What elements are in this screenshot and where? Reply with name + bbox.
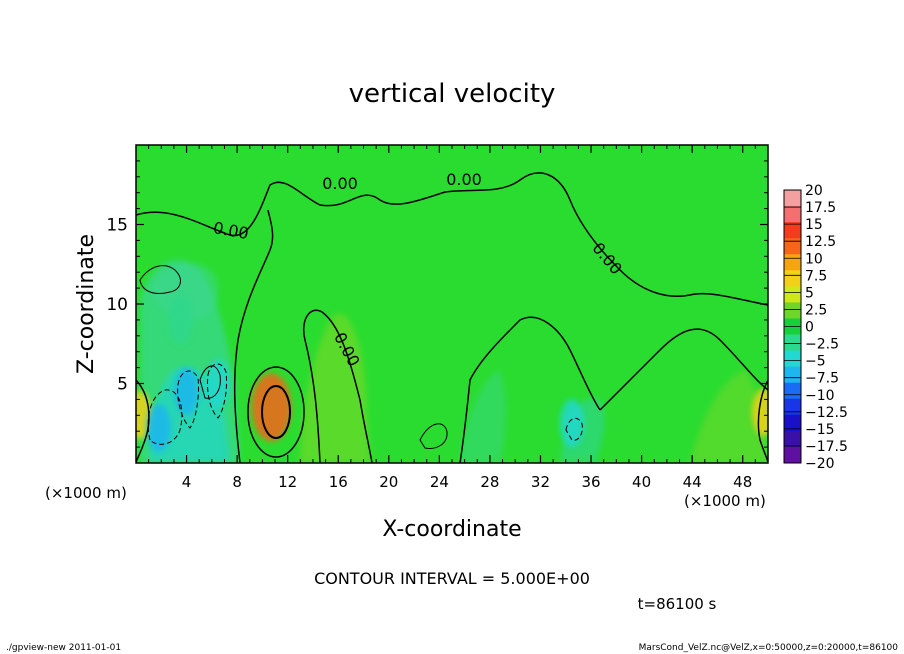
y-axis: 5 10 15 — [106, 160, 768, 448]
x-tick-label: 8 — [232, 473, 242, 491]
footer-left: ./gpview-new 2011-01-01 — [6, 643, 121, 653]
colorbar-label: −17.5 — [805, 439, 848, 455]
colorbar-swatch — [784, 302, 801, 319]
colorbar-swatch — [784, 414, 801, 432]
x-tick-label: 12 — [278, 473, 297, 491]
field-feature — [206, 359, 231, 408]
field-background — [136, 145, 768, 463]
y-axis-label: Z-coordinate — [74, 234, 99, 374]
x-tick-label: 44 — [683, 473, 702, 491]
x-tick-label: 48 — [733, 473, 752, 491]
colorbar-swatch — [784, 222, 801, 239]
y-tick-label: 5 — [117, 375, 128, 395]
colorbar-label: −12.5 — [805, 405, 848, 421]
colorbar-swatch — [784, 430, 801, 448]
x-tick-label: 4 — [182, 473, 192, 491]
colorbar-label: 2.5 — [805, 302, 827, 318]
colorbar-swatch — [784, 350, 801, 368]
footer-right: MarsCond_VelZ.nc@VelZ,x=0:50000,z=0:2000… — [639, 643, 899, 653]
colorbar-label: −7.5 — [805, 371, 839, 387]
field-feature — [168, 295, 193, 344]
colorbar-label: −15 — [805, 422, 835, 438]
colorbar-swatch — [784, 366, 801, 384]
colorbar-label: −2.5 — [805, 337, 839, 353]
colorbar-swatch — [784, 398, 801, 416]
y-tick-label: 10 — [106, 295, 128, 315]
field-feature — [251, 373, 292, 442]
colorbar-label: 15 — [805, 217, 823, 233]
contour-lines — [136, 172, 768, 463]
field-feature — [146, 404, 171, 453]
plot-area — [136, 145, 768, 463]
colorbar-label: 5 — [805, 285, 814, 301]
negative-contours — [147, 363, 583, 445]
field-feature — [560, 399, 585, 448]
contour-interval-text: CONTOUR INTERVAL = 5.000E+00 — [314, 569, 590, 588]
x-tick-label: 36 — [581, 473, 600, 491]
contour-label: 0.00 — [446, 170, 482, 189]
y-tick-label: 15 — [106, 216, 128, 236]
colorbar-label: 20 — [805, 183, 823, 199]
x-tick-label: 20 — [379, 473, 398, 491]
colorbar-swatch — [784, 206, 801, 223]
x-tick-label: 32 — [531, 473, 550, 491]
field-feature — [752, 388, 768, 437]
time-text: t=86100 s — [638, 595, 717, 613]
contour-label: 0.00 — [322, 174, 358, 193]
colorbar-label: 0 — [805, 320, 814, 336]
colorbar-swatch — [784, 238, 801, 255]
colorbar-label: 12.5 — [805, 234, 836, 250]
field-feature — [174, 367, 199, 416]
x-axis-label: X-coordinate — [382, 517, 521, 542]
colorbar-label: 7.5 — [805, 268, 827, 284]
chart-title: vertical velocity — [349, 79, 556, 109]
colorbar-label: −5 — [805, 354, 826, 370]
x-tick-label: 24 — [430, 473, 449, 491]
colorbar-swatch — [784, 334, 801, 352]
x-unit-label-left: (×1000 m) — [45, 484, 127, 502]
colorbar-swatch — [784, 254, 801, 271]
x-tick-label: 40 — [632, 473, 651, 491]
x-tick-label: 28 — [480, 473, 499, 491]
colorbar-swatch — [784, 382, 801, 400]
colorbar-swatch — [784, 286, 801, 303]
x-axis: 4 8 12 16 20 24 28 32 36 40 44 48 — [148, 145, 756, 491]
x-unit-label: (×1000 m) — [684, 492, 766, 510]
colorbar-label: −20 — [805, 456, 835, 472]
colorbar-label: 10 — [805, 251, 823, 267]
colorbar-swatch — [784, 446, 801, 464]
colorbar-swatch — [784, 270, 801, 287]
x-tick-label: 16 — [329, 473, 348, 491]
colorbar-label: −10 — [805, 388, 835, 404]
colorbar-swatch — [784, 190, 801, 207]
colorbar-label: 17.5 — [805, 200, 836, 216]
